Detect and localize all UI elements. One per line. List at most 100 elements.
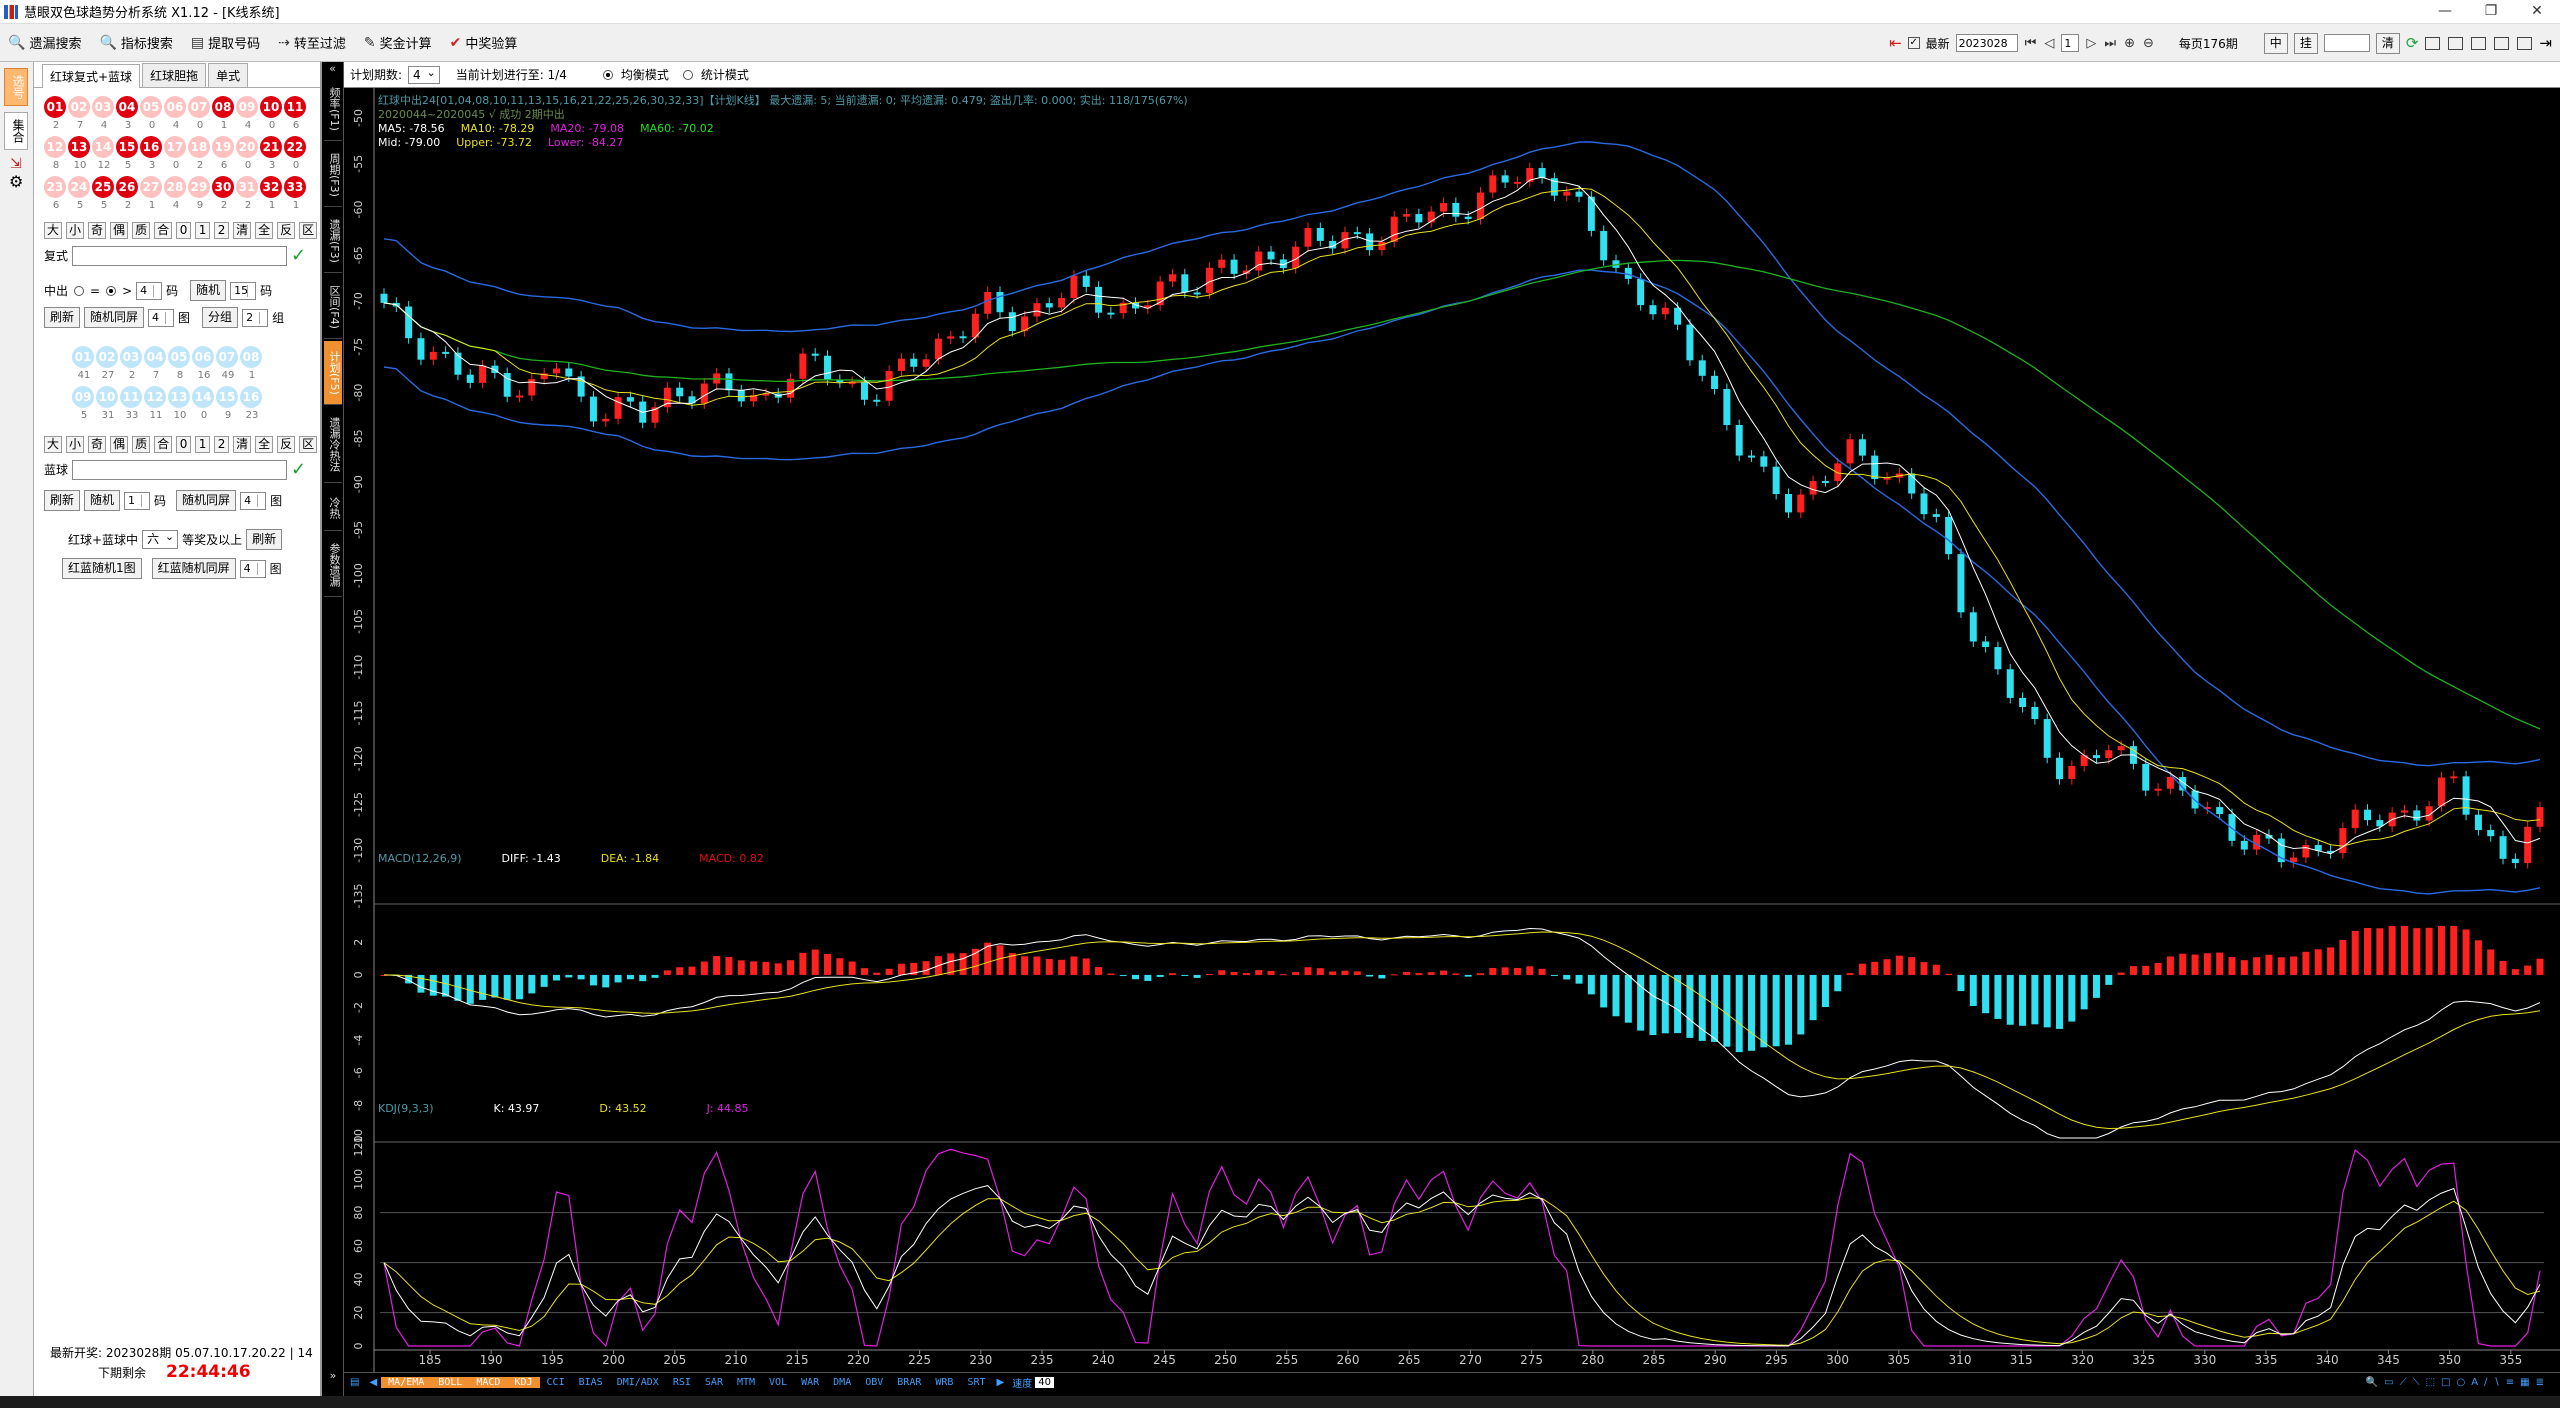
filter-button[interactable]: 奇 — [88, 222, 107, 239]
filter-button[interactable]: 合 — [154, 222, 173, 239]
red-ball[interactable]: 28 — [164, 176, 186, 198]
blue-ball[interactable]: 14 — [192, 386, 214, 408]
filter-button[interactable]: 反 — [277, 222, 296, 239]
layout3-icon[interactable] — [2471, 36, 2487, 50]
indicator-tab[interactable]: MACD — [469, 1377, 508, 1388]
red-ball[interactable]: 12 — [44, 136, 66, 158]
indicator-tab[interactable]: SRT — [967, 1377, 986, 1388]
random-count[interactable]: 15 — [230, 281, 257, 300]
goto-filter-button[interactable]: ⇢ 转至过滤 — [278, 34, 346, 53]
arrow-icon[interactable]: ⇲ — [10, 156, 22, 172]
layout1-icon[interactable] — [2425, 36, 2441, 50]
filter-button[interactable]: 小 — [66, 436, 85, 453]
filter-button[interactable]: 清 — [233, 222, 252, 239]
tab-param-miss[interactable]: 参数遗漏 — [324, 533, 342, 597]
red-arrow-icon[interactable]: ⇤ — [1889, 34, 1902, 52]
filter-button[interactable]: 大 — [44, 436, 63, 453]
filter-button[interactable]: 2 — [214, 222, 230, 239]
combo-refresh-button[interactable]: 刷新 — [246, 529, 283, 550]
red-ball[interactable]: 20 — [236, 136, 258, 158]
drawing-tools[interactable]: 🔍▭⟋⟍⬚□○A∕∖≡▦≣ — [2365, 1377, 2550, 1388]
blue-random-button[interactable]: 随机 — [84, 490, 121, 511]
red-ball[interactable]: 05 — [140, 96, 162, 118]
blue-random-count[interactable]: 1 — [124, 491, 151, 510]
indicator-tab[interactable]: MTM — [736, 1377, 756, 1388]
clear-button[interactable]: 清 — [2375, 32, 2400, 54]
red-ball[interactable]: 14 — [92, 136, 114, 158]
plan-period-select[interactable]: 4 — [408, 64, 440, 84]
filter-button[interactable]: 合 — [154, 436, 173, 453]
zoom-value[interactable]: 40 — [1035, 1377, 1054, 1388]
zhongchu-count[interactable]: 4 — [136, 281, 163, 300]
filter-button[interactable]: 全 — [255, 436, 274, 453]
filter-button[interactable]: 反 — [277, 436, 296, 453]
bottom-right-icon[interactable]: ▶ — [996, 1377, 1005, 1388]
indicator-tab[interactable]: WRB — [935, 1377, 954, 1388]
zoom-in-icon[interactable]: ⊕ — [2124, 35, 2135, 51]
filter-button[interactable]: 质 — [132, 222, 151, 239]
indicator-tab[interactable]: DMI/ADX — [616, 1377, 659, 1388]
latest-checkbox[interactable]: ✓ — [1907, 37, 1920, 49]
tab-single[interactable]: 单式 — [208, 63, 249, 87]
red-ball[interactable]: 03 — [92, 96, 114, 118]
tab-period[interactable]: 周期(F3) — [324, 143, 342, 207]
blue-ball[interactable]: 01 — [72, 346, 94, 368]
red-ball[interactable]: 15 — [116, 136, 138, 158]
hang-button[interactable]: 挂 — [2293, 32, 2318, 54]
blue-rand-same-count[interactable]: 4 — [240, 491, 267, 510]
indicator-search-button[interactable]: 🔍 指标搜索 — [99, 34, 173, 53]
filter-button[interactable]: 1 — [195, 222, 211, 239]
group-button[interactable]: 分组 — [202, 307, 239, 328]
last-icon[interactable]: ⏭ — [2104, 35, 2117, 51]
tab-frequency[interactable]: 频率(F1) — [324, 77, 342, 141]
red-ball[interactable]: 06 — [164, 96, 186, 118]
bottom-grid-icon[interactable]: ▤ — [350, 1377, 360, 1388]
red-ball[interactable]: 10 — [260, 96, 282, 118]
combo-rand-same-button[interactable]: 红蓝随机同屏 — [151, 558, 236, 579]
filter-button[interactable]: 区 — [299, 222, 318, 239]
indicator-tab[interactable]: DMA — [833, 1377, 852, 1388]
red-ball[interactable]: 29 — [188, 176, 210, 198]
red-ball[interactable]: 30 — [212, 176, 234, 198]
indicator-tab[interactable]: OBV — [865, 1377, 884, 1388]
filter-button[interactable]: 奇 — [88, 436, 107, 453]
filter-button[interactable]: 偶 — [110, 436, 129, 453]
tab-miss[interactable]: 遗漏(F3) — [324, 209, 342, 273]
filter-button[interactable]: 区 — [299, 436, 318, 453]
prize-level-select[interactable]: 六 — [142, 528, 179, 549]
blue-ball[interactable]: 03 — [120, 346, 142, 368]
bottom-left-icon[interactable]: ◀ — [369, 1377, 378, 1388]
tab-select-numbers[interactable]: 选号 — [4, 68, 28, 106]
blue-ball[interactable]: 15 — [216, 386, 238, 408]
collapse-icon[interactable]: « — [329, 62, 336, 75]
blue-ball[interactable]: 05 — [168, 346, 190, 368]
indicator-tab[interactable]: BRAR — [897, 1377, 922, 1388]
zoom-out-icon[interactable]: ⊖ — [2142, 35, 2154, 51]
group-count[interactable]: 2 — [242, 308, 269, 327]
red-refresh-button[interactable]: 刷新 — [44, 307, 81, 328]
filter-button[interactable]: 质 — [132, 436, 151, 453]
filter-button[interactable]: 小 — [66, 222, 85, 239]
red-ball[interactable]: 33 — [284, 176, 306, 198]
blue-ball[interactable]: 02 — [96, 346, 118, 368]
restore-button[interactable]: ❐ — [2484, 3, 2498, 19]
filter-button[interactable]: 1 — [195, 436, 211, 453]
blue-ball[interactable]: 13 — [168, 386, 190, 408]
red-ball[interactable]: 13 — [68, 136, 90, 158]
hang-input[interactable] — [2323, 34, 2370, 52]
blue-ball[interactable]: 10 — [96, 386, 118, 408]
prize-calc-button[interactable]: ✎ 奖金计算 — [363, 34, 432, 53]
confirm-check-icon[interactable]: ✓ — [291, 245, 307, 266]
random-button[interactable]: 随机 — [190, 280, 227, 301]
balanced-mode-radio[interactable] — [602, 69, 613, 80]
layout4-icon[interactable] — [2494, 36, 2510, 50]
red-rand-count[interactable]: 4 — [148, 308, 175, 327]
red-ball[interactable]: 26 — [116, 176, 138, 198]
close-button[interactable]: ✕ — [2531, 3, 2543, 19]
red-ball[interactable]: 08 — [212, 96, 234, 118]
indicator-tab[interactable]: BIAS — [578, 1377, 603, 1388]
combo-rand1-button[interactable]: 红蓝随机1图 — [62, 558, 142, 579]
tab-miss-hotcold[interactable]: 遗漏冷热法 — [324, 407, 342, 483]
filter-button[interactable]: 0 — [176, 436, 192, 453]
stat-mode-radio[interactable] — [682, 69, 693, 80]
